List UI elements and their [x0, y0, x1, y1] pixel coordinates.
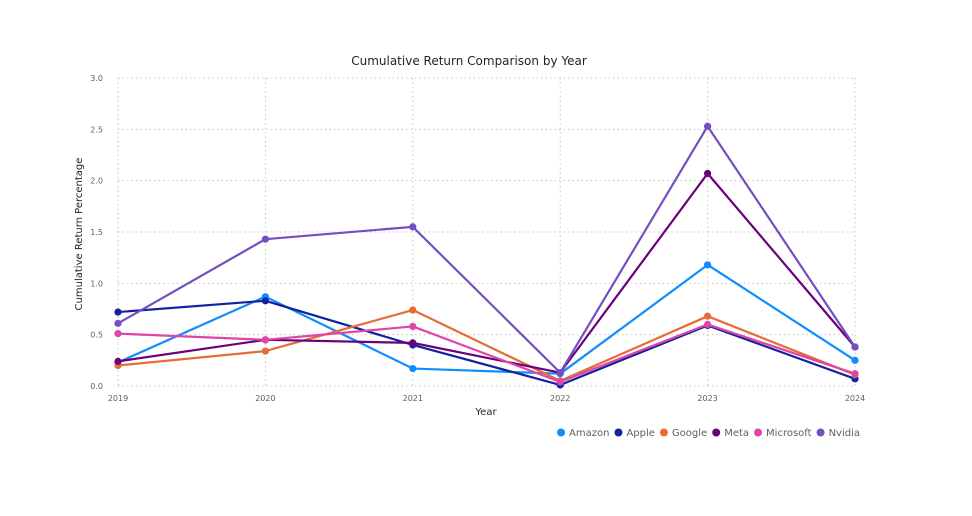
x-axis-title: Year: [474, 407, 497, 418]
data-point-apple[interactable]: [261, 297, 269, 305]
legend-item-apple[interactable]: Apple: [614, 428, 655, 439]
y-axis-title: Cumulative Return Percentage: [74, 158, 85, 311]
chart-title: Cumulative Return Comparison by Year: [351, 54, 587, 68]
data-point-amazon[interactable]: [409, 364, 417, 373]
data-point-nvidia[interactable]: [851, 343, 859, 351]
data-point-meta[interactable]: [704, 169, 712, 178]
x-tick-label: 2023: [697, 394, 717, 403]
series-line-meta: [117, 172, 856, 374]
x-tick-label: 2024: [845, 394, 865, 403]
data-point-meta[interactable]: [409, 339, 417, 347]
data-point-nvidia[interactable]: [261, 235, 269, 243]
series-microsoft: [114, 320, 859, 386]
data-point-nvidia[interactable]: [114, 319, 122, 327]
legend-marker: [557, 428, 566, 437]
legend-label: Nvidia: [829, 428, 860, 439]
legend-item-google[interactable]: Google: [659, 428, 707, 439]
y-tick-label: 0.0: [90, 382, 103, 391]
legend-marker: [614, 428, 623, 437]
x-tick-label: 2021: [403, 394, 423, 403]
legend-label: Meta: [724, 428, 749, 439]
series-line-nvidia: [117, 125, 856, 374]
series-line-apple: [117, 299, 856, 387]
data-point-nvidia[interactable]: [409, 223, 417, 231]
data-point-amazon[interactable]: [704, 261, 712, 269]
legend-label: Amazon: [569, 428, 609, 439]
data-point-meta[interactable]: [114, 357, 122, 365]
data-point-google[interactable]: [704, 312, 712, 320]
legend-marker: [712, 428, 721, 437]
legend-item-meta[interactable]: Meta: [712, 428, 749, 439]
data-point-microsoft[interactable]: [704, 320, 712, 328]
legend-marker: [754, 428, 763, 437]
legend-marker: [659, 428, 668, 437]
y-axis-ticks: 0.0 0.5 1.0 1.5 2.0 2.5 3.0: [90, 74, 103, 391]
series-line-microsoft: [117, 323, 856, 383]
data-point-microsoft[interactable]: [851, 370, 859, 378]
x-tick-label: 2020: [255, 394, 275, 403]
data-point-apple[interactable]: [114, 308, 122, 316]
y-tick-label: 0.5: [90, 331, 103, 340]
series-amazon: [114, 261, 859, 378]
x-tick-label: 2022: [550, 394, 570, 403]
series-line-amazon: [117, 263, 856, 375]
legend[interactable]: Amazon Apple Google Meta Microsoft Nvidia: [557, 428, 860, 439]
y-tick-label: 1.5: [90, 228, 103, 237]
legend-item-microsoft[interactable]: Microsoft: [754, 428, 812, 439]
legend-item-amazon[interactable]: Amazon: [557, 428, 609, 439]
data-point-microsoft[interactable]: [409, 322, 417, 331]
data-point-amazon[interactable]: [851, 356, 859, 364]
legend-label: Google: [672, 428, 707, 439]
y-tick-label: 2.5: [90, 125, 103, 134]
legend-label: Microsoft: [766, 428, 812, 439]
series-apple: [114, 297, 859, 389]
y-tick-label: 3.0: [90, 74, 103, 83]
data-point-nvidia[interactable]: [556, 369, 564, 377]
data-point-google[interactable]: [261, 347, 269, 355]
y-tick-label: 2.0: [90, 177, 103, 186]
gridlines: [117, 77, 856, 387]
legend-item-nvidia[interactable]: Nvidia: [816, 428, 860, 439]
data-point-google[interactable]: [409, 306, 417, 314]
series-lines: [114, 122, 859, 389]
data-point-microsoft[interactable]: [261, 336, 269, 344]
data-point-microsoft[interactable]: [556, 378, 564, 386]
data-point-microsoft[interactable]: [114, 330, 122, 338]
data-point-nvidia[interactable]: [704, 122, 712, 130]
series-line-google: [117, 308, 856, 382]
x-axis-ticks: 2019 2020 2021 2022 2023 2024: [108, 394, 865, 403]
y-tick-label: 1.0: [90, 279, 103, 288]
series-nvidia: [114, 122, 859, 377]
x-tick-label: 2019: [108, 394, 128, 403]
legend-label: Apple: [626, 428, 654, 439]
legend-marker: [816, 428, 825, 437]
